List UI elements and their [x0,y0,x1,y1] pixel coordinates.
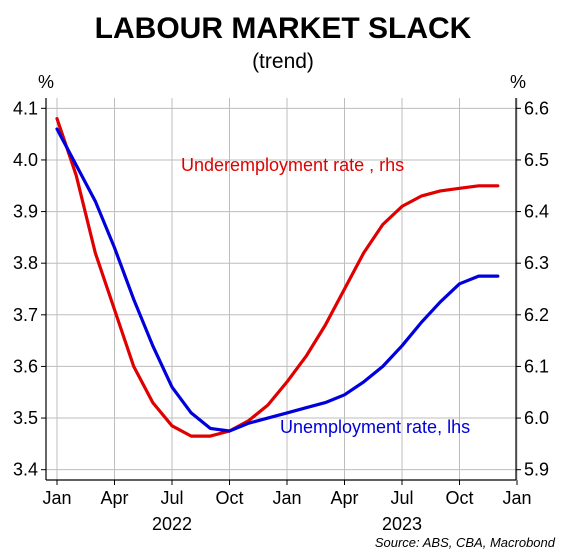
left-tick-label: 4.0 [13,150,38,170]
x-axis-ticks: Jan Apr Jul Oct Jan Apr Jul Oct Jan [42,488,531,508]
x-tick-label: Apr [100,488,128,508]
x-tick-label: Oct [445,488,473,508]
right-tick-label: 6.1 [524,356,549,376]
axes [41,98,521,485]
unemployment-series-label: Unemployment rate, lhs [280,417,470,437]
left-tick-label: 3.4 [13,460,38,480]
right-tick-label: 5.9 [524,460,549,480]
right-axis-ticks: 5.9 6.0 6.1 6.2 6.3 6.4 6.5 6.6 [524,98,549,479]
source-note: Source: ABS, CBA, Macrobond [375,535,556,550]
left-tick-label: 3.8 [13,253,38,273]
underemployment-series-label: Underemployment rate , rhs [181,155,404,175]
x-tick-label: Jul [390,488,413,508]
x-tick-label: Jul [160,488,183,508]
year-label: 2023 [382,514,422,534]
right-tick-label: 6.2 [524,305,549,325]
x-tick-label: Apr [330,488,358,508]
left-tick-label: 3.5 [13,408,38,428]
x-tick-label: Jan [502,488,531,508]
chart-subtitle: (trend) [252,50,314,73]
right-tick-label: 6.5 [524,150,549,170]
right-tick-label: 6.4 [524,202,549,222]
left-tick-label: 4.1 [13,98,38,118]
right-tick-label: 6.6 [524,98,549,118]
x-tick-label: Oct [215,488,243,508]
right-tick-label: 6.0 [524,408,549,428]
left-tick-label: 3.6 [13,356,38,376]
left-axis-unit: % [38,72,54,92]
right-axis-unit: % [510,72,526,92]
series-layer [55,116,500,438]
chart-title: LABOUR MARKET SLACK [95,12,472,45]
left-tick-label: 3.9 [13,202,38,222]
left-axis-ticks: 3.4 3.5 3.6 3.7 3.8 3.9 4.0 4.1 [13,98,38,479]
year-labels: 2022 2023 [152,514,422,534]
x-tick-label: Jan [42,488,71,508]
underemployment-rate-line [55,116,500,438]
left-tick-label: 3.7 [13,305,38,325]
right-tick-label: 6.3 [524,253,549,273]
x-tick-label: Jan [272,488,301,508]
unemployment-rate-line [55,127,500,433]
year-label: 2022 [152,514,192,534]
